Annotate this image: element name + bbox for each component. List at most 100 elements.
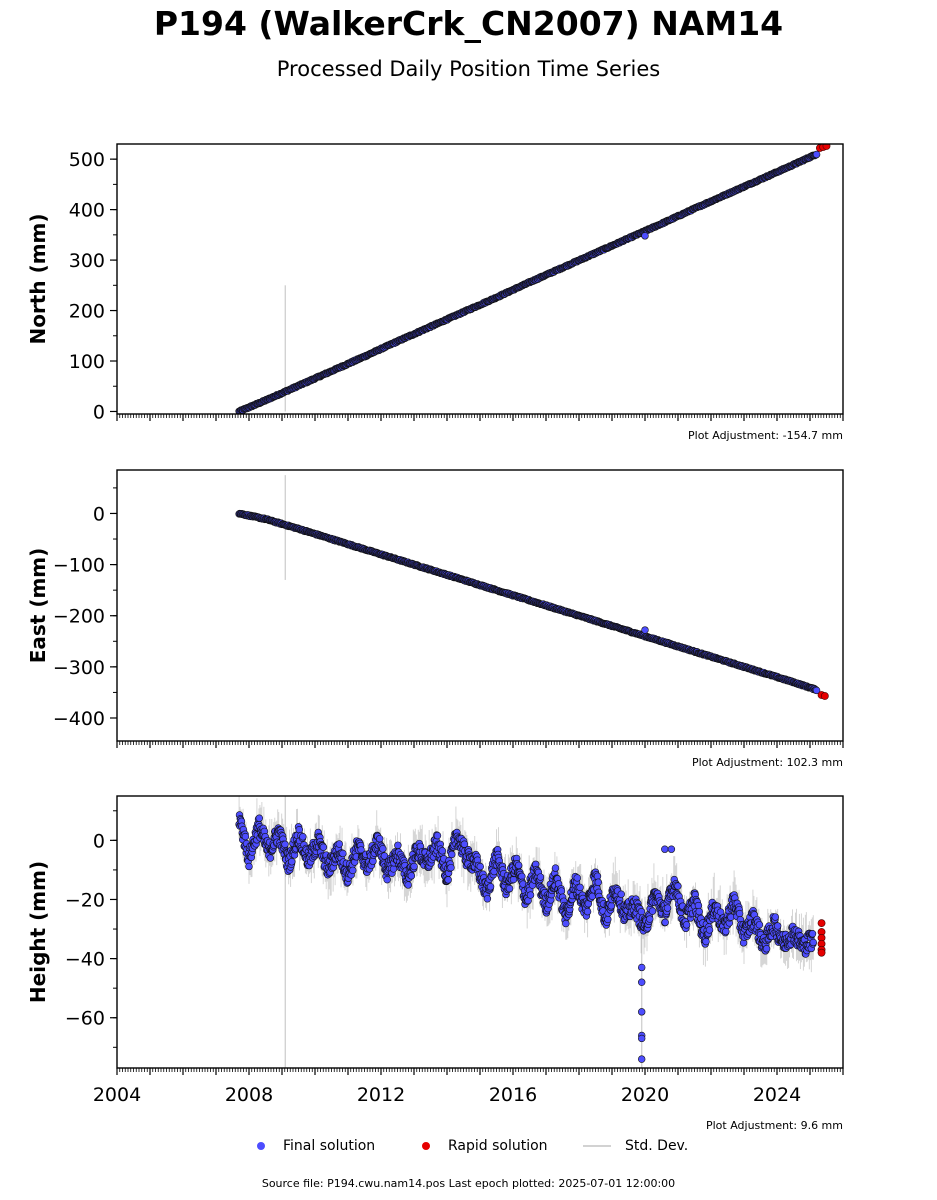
final-solution-point xyxy=(410,862,418,871)
final-solution-point xyxy=(383,875,391,884)
final-solution-point xyxy=(557,887,566,895)
north-panel: 0 100 200 300 400 500 North (mm) Plot Adjustmen… xyxy=(26,143,844,442)
final-solution-point xyxy=(379,845,387,853)
final-solution-point xyxy=(735,909,744,918)
final-solution-point xyxy=(281,840,289,848)
final-solution-point xyxy=(771,913,779,921)
legend: Final solution Rapid solution Std. Dev. xyxy=(0,1138,937,1158)
rapid-solution-point xyxy=(817,919,826,928)
y-axis-label: North (mm) xyxy=(26,213,50,344)
final-solution-point xyxy=(694,901,703,910)
final-solution-point xyxy=(299,833,307,841)
final-solution-outlier-point xyxy=(661,845,669,853)
y-tick-label: −300 xyxy=(53,657,105,679)
final-solution-point xyxy=(682,921,691,929)
final-solution-point xyxy=(319,843,328,851)
final-solution-outlier-point xyxy=(637,1008,646,1016)
y-tick-label: −60 xyxy=(65,1008,105,1030)
final-solution-point xyxy=(809,938,817,947)
final-solution-outlier-point xyxy=(637,978,646,986)
final-solution-point xyxy=(448,850,456,859)
east-panel: 0 −100 −200 −300 −400 East (mm) Plot Adjustmen… xyxy=(26,469,844,769)
y-tick-label: 400 xyxy=(69,200,105,222)
final-solution-point xyxy=(349,866,357,875)
final-solution-point xyxy=(486,883,495,891)
y-tick-label: −400 xyxy=(53,708,105,730)
final-solution-point xyxy=(514,861,523,870)
height-panel: 0 −20 −40 −60 2004 2008 2012 2016 2020 2024 Height… xyxy=(26,795,844,1132)
final-solution-point xyxy=(663,904,672,912)
final-solution-point xyxy=(536,873,545,881)
final-solution-point xyxy=(812,686,821,695)
legend-std: Std. Dev. xyxy=(583,1138,688,1154)
final-solution-point xyxy=(288,858,296,866)
final-solution-point xyxy=(674,882,682,890)
legend-final-label: Final solution xyxy=(283,1138,376,1154)
final-solution-point xyxy=(594,878,602,886)
final-solution-point xyxy=(483,895,492,903)
plot-adjustment-label: Plot Adjustment: -154.7 mm xyxy=(688,429,843,442)
axes-frame xyxy=(116,795,844,1069)
chart-title: P194 (WalkerCrk_CN2007) NAM14 xyxy=(153,4,784,43)
final-solution-point xyxy=(375,834,384,843)
final-solution-point xyxy=(648,907,657,915)
std-dev-line-icon xyxy=(583,1145,611,1147)
final-solution-point xyxy=(576,883,584,892)
y-tick-label: −200 xyxy=(53,606,105,628)
final-solution-point xyxy=(722,927,730,936)
final-solution-point xyxy=(617,890,625,898)
marks-layer xyxy=(235,144,831,414)
y-tick-label: 0 xyxy=(93,401,105,423)
final-solution-point xyxy=(255,814,263,822)
y-tick-label: −40 xyxy=(65,949,105,971)
final-solution-point xyxy=(444,876,452,884)
final-solution-point xyxy=(755,921,764,929)
final-solution-point xyxy=(389,865,398,873)
final-solution-point xyxy=(509,875,518,884)
marks-layer xyxy=(235,475,829,700)
y-tick-label: 500 xyxy=(69,149,105,171)
final-solution-point xyxy=(705,926,714,934)
final-solution-point xyxy=(245,862,253,871)
rapid-solution-point xyxy=(822,144,831,150)
final-solution-point xyxy=(404,881,412,889)
final-solution-point xyxy=(339,849,347,858)
final-solution-point xyxy=(526,891,535,899)
final-solution-outlier-point xyxy=(637,1055,646,1063)
final-solution-point xyxy=(773,922,782,930)
y-tick-label: 0 xyxy=(93,503,105,525)
final-solution-point xyxy=(394,841,402,849)
y-tick-label: 100 xyxy=(69,351,105,373)
final-solution-point xyxy=(505,884,514,893)
final-solution-point xyxy=(433,831,442,840)
final-solution-point xyxy=(476,862,484,871)
final-solution-point xyxy=(266,854,275,862)
final-solution-point xyxy=(562,919,570,928)
final-solution-point xyxy=(438,847,446,855)
final-solution-point xyxy=(812,150,821,159)
plot-adjustment-label: Plot Adjustment: 9.6 mm xyxy=(706,1119,843,1132)
rapid-solution-point xyxy=(817,948,826,957)
final-solution-point xyxy=(646,915,654,923)
y-tick-label: 0 xyxy=(93,830,105,852)
y-tick-label: 300 xyxy=(69,250,105,272)
chart-subtitle: Processed Daily Position Time Series xyxy=(276,57,661,81)
final-solution-point xyxy=(335,840,343,848)
final-solution-outlier-point xyxy=(637,963,646,972)
final-solution-point xyxy=(551,864,560,872)
x-tick-label: 2012 xyxy=(357,1084,405,1106)
legend-rapid-label: Rapid solution xyxy=(448,1138,548,1154)
final-solution-marker-icon xyxy=(257,1142,265,1150)
x-tick-label: 2004 xyxy=(93,1084,141,1106)
final-solution-point xyxy=(604,915,612,924)
marks-layer xyxy=(235,796,826,1068)
final-solution-point xyxy=(583,907,592,916)
rapid-solution-marker-icon xyxy=(422,1142,430,1150)
legend-std-label: Std. Dev. xyxy=(625,1138,689,1154)
final-solution-outlier-point xyxy=(637,1034,646,1043)
x-tick-label: 2016 xyxy=(489,1084,537,1106)
final-solution-outlier-point xyxy=(667,845,676,853)
y-tick-label: 200 xyxy=(69,301,105,323)
y-axis-label: East (mm) xyxy=(26,548,50,664)
